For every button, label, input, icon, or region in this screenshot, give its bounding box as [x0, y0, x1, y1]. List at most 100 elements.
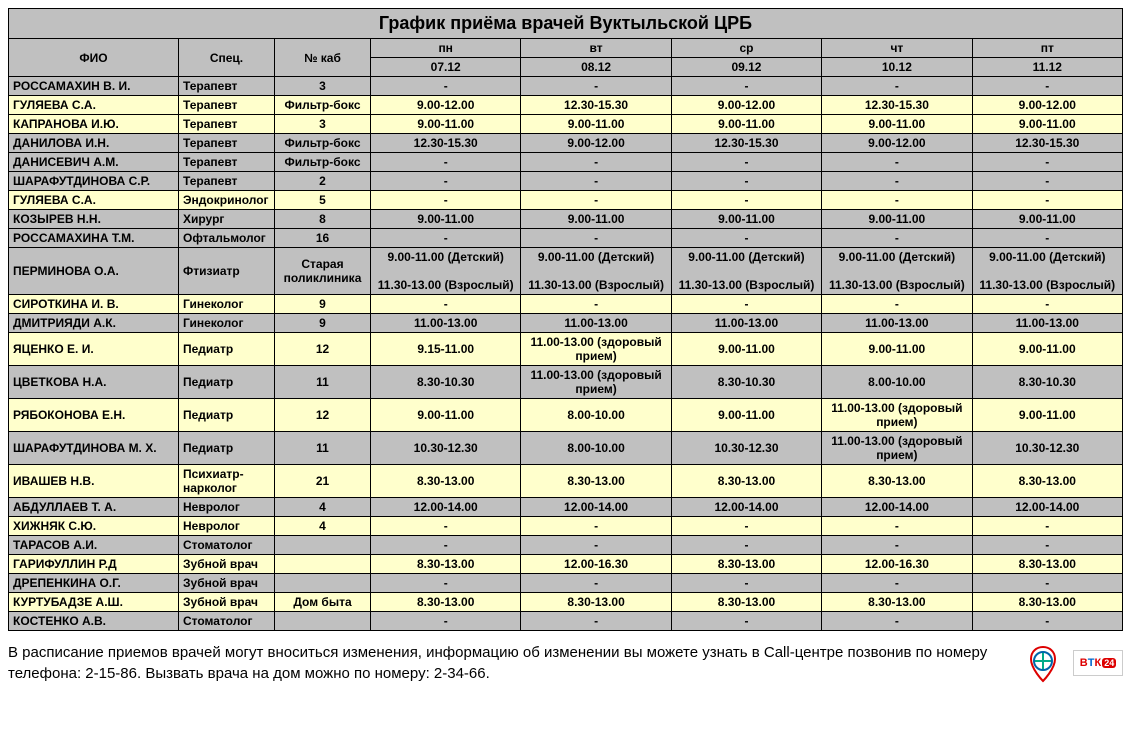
cell-day: 8.00-10.00	[521, 399, 671, 432]
cell-spec: Хирург	[179, 210, 275, 229]
table-row: КОСТЕНКО А.В.Стоматолог-----	[9, 612, 1123, 631]
col-date-2: 09.12	[671, 58, 821, 77]
cell-day: -	[671, 574, 821, 593]
cell-name: ШАРАФУТДИНОВА М. Х.	[9, 432, 179, 465]
schedule-table: График приёма врачей Вуктыльской ЦРБ ФИО…	[8, 8, 1123, 631]
cell-day: -	[521, 153, 671, 172]
cell-day: 9.00-11.00	[371, 115, 521, 134]
cell-day: 11.00-13.00 (здоровый прием)	[521, 333, 671, 366]
cell-day: 8.30-13.00	[521, 593, 671, 612]
cell-day: -	[671, 612, 821, 631]
cell-name: КАПРАНОВА И.Ю.	[9, 115, 179, 134]
cell-day: 8.30-13.00	[822, 593, 972, 612]
table-row: ДМИТРИЯДИ А.К.Гинеколог911.00-13.0011.00…	[9, 314, 1123, 333]
cell-day: 9.00-11.00	[671, 210, 821, 229]
table-body: РОССАМАХИН В. И.Терапевт3-----ГУЛЯЕВА С.…	[9, 77, 1123, 631]
cell-day: 9.00-11.00	[822, 210, 972, 229]
cell-room: 4	[275, 498, 371, 517]
cell-room: 5	[275, 191, 371, 210]
cell-day: 8.30-10.30	[371, 366, 521, 399]
cell-day: -	[822, 77, 972, 96]
cell-spec: Гинеколог	[179, 295, 275, 314]
cell-day: -	[822, 574, 972, 593]
cell-spec: Стоматолог	[179, 612, 275, 631]
col-date-3: 10.12	[822, 58, 972, 77]
cell-day: -	[371, 295, 521, 314]
cell-name: ДМИТРИЯДИ А.К.	[9, 314, 179, 333]
cell-name: ИВАШЕВ Н.В.	[9, 465, 179, 498]
cell-name: РОССАМАХИН В. И.	[9, 77, 179, 96]
cell-day: 10.30-12.30	[371, 432, 521, 465]
cell-spec: Терапевт	[179, 77, 275, 96]
cell-day: -	[671, 172, 821, 191]
cell-day: 11.00-13.00	[972, 314, 1122, 333]
cell-room: 12	[275, 333, 371, 366]
cell-name: ГУЛЯЕВА С.А.	[9, 96, 179, 115]
cell-room: 3	[275, 77, 371, 96]
cell-day: -	[972, 574, 1122, 593]
cell-day: -	[521, 172, 671, 191]
cell-day: 9.00-12.00	[671, 96, 821, 115]
table-row: ШАРАФУТДИНОВА С.Р.Терапевт2-----	[9, 172, 1123, 191]
cell-room: 11	[275, 432, 371, 465]
cell-day: 11.00-13.00 (здоровый прием)	[822, 399, 972, 432]
cell-day: 9.00-11.00 (Детский)11.30-13.00 (Взрослы…	[972, 248, 1122, 295]
cell-spec: Терапевт	[179, 153, 275, 172]
cell-day: -	[822, 172, 972, 191]
cell-day: -	[521, 536, 671, 555]
cell-day: 9.00-11.00	[521, 210, 671, 229]
cell-spec: Зубной врач	[179, 555, 275, 574]
table-row: ЦВЕТКОВА Н.А.Педиатр118.30-10.3011.00-13…	[9, 366, 1123, 399]
cell-day: 8.30-13.00	[671, 555, 821, 574]
cell-day: -	[822, 191, 972, 210]
cell-day: -	[822, 517, 972, 536]
cell-day: -	[521, 517, 671, 536]
cell-room: 21	[275, 465, 371, 498]
col-spec: Спец.	[179, 39, 275, 77]
cell-day: -	[671, 536, 821, 555]
cell-day: -	[822, 153, 972, 172]
cell-room: 8	[275, 210, 371, 229]
table-row: ТАРАСОВ А.И.Стоматолог-----	[9, 536, 1123, 555]
cell-day: 9.00-11.00	[822, 333, 972, 366]
cell-day: -	[371, 229, 521, 248]
cell-day: 8.30-13.00	[521, 465, 671, 498]
cell-room: 9	[275, 295, 371, 314]
cell-day: 8.00-10.00	[822, 366, 972, 399]
cell-day: 8.00-10.00	[521, 432, 671, 465]
col-date-1: 08.12	[521, 58, 671, 77]
cell-day: -	[822, 612, 972, 631]
cell-day: 8.30-13.00	[972, 465, 1122, 498]
col-room: № каб	[275, 39, 371, 77]
cell-day: -	[371, 77, 521, 96]
cell-day: -	[972, 77, 1122, 96]
cell-day: 10.30-12.30	[972, 432, 1122, 465]
cell-day: 11.00-13.00	[671, 314, 821, 333]
medical-logo-icon	[1021, 641, 1065, 685]
cell-day: 11.00-13.00	[371, 314, 521, 333]
cell-name: КУРТУБАДЗЕ А.Ш.	[9, 593, 179, 612]
cell-day: 9.00-11.00 (Детский)11.30-13.00 (Взрослы…	[371, 248, 521, 295]
cell-name: ХИЖНЯК С.Ю.	[9, 517, 179, 536]
cell-day: 9.00-11.00 (Детский)11.30-13.00 (Взрослы…	[822, 248, 972, 295]
cell-room: 4	[275, 517, 371, 536]
table-row: СИРОТКИНА И. В.Гинеколог9-----	[9, 295, 1123, 314]
cell-day: -	[822, 536, 972, 555]
cell-day: 12.00-14.00	[822, 498, 972, 517]
cell-day: 8.30-13.00	[822, 465, 972, 498]
cell-name: ДАНИЛОВА И.Н.	[9, 134, 179, 153]
cell-day: 12.00-16.30	[521, 555, 671, 574]
table-row: ИВАШЕВ Н.В.Психиатр-нарколог218.30-13.00…	[9, 465, 1123, 498]
cell-room: 16	[275, 229, 371, 248]
cell-day: 11.00-13.00	[822, 314, 972, 333]
cell-day: -	[521, 295, 671, 314]
cell-day: -	[972, 172, 1122, 191]
cell-name: РОССАМАХИНА Т.М.	[9, 229, 179, 248]
cell-day: 8.30-13.00	[671, 465, 821, 498]
cell-day: -	[972, 153, 1122, 172]
cell-spec: Педиатр	[179, 432, 275, 465]
cell-day: 8.30-13.00	[972, 555, 1122, 574]
table-row: РЯБОКОНОВА Е.Н.Педиатр129.00-11.008.00-1…	[9, 399, 1123, 432]
cell-day: 9.00-11.00	[671, 399, 821, 432]
cell-name: ДАНИСЕВИЧ А.М.	[9, 153, 179, 172]
